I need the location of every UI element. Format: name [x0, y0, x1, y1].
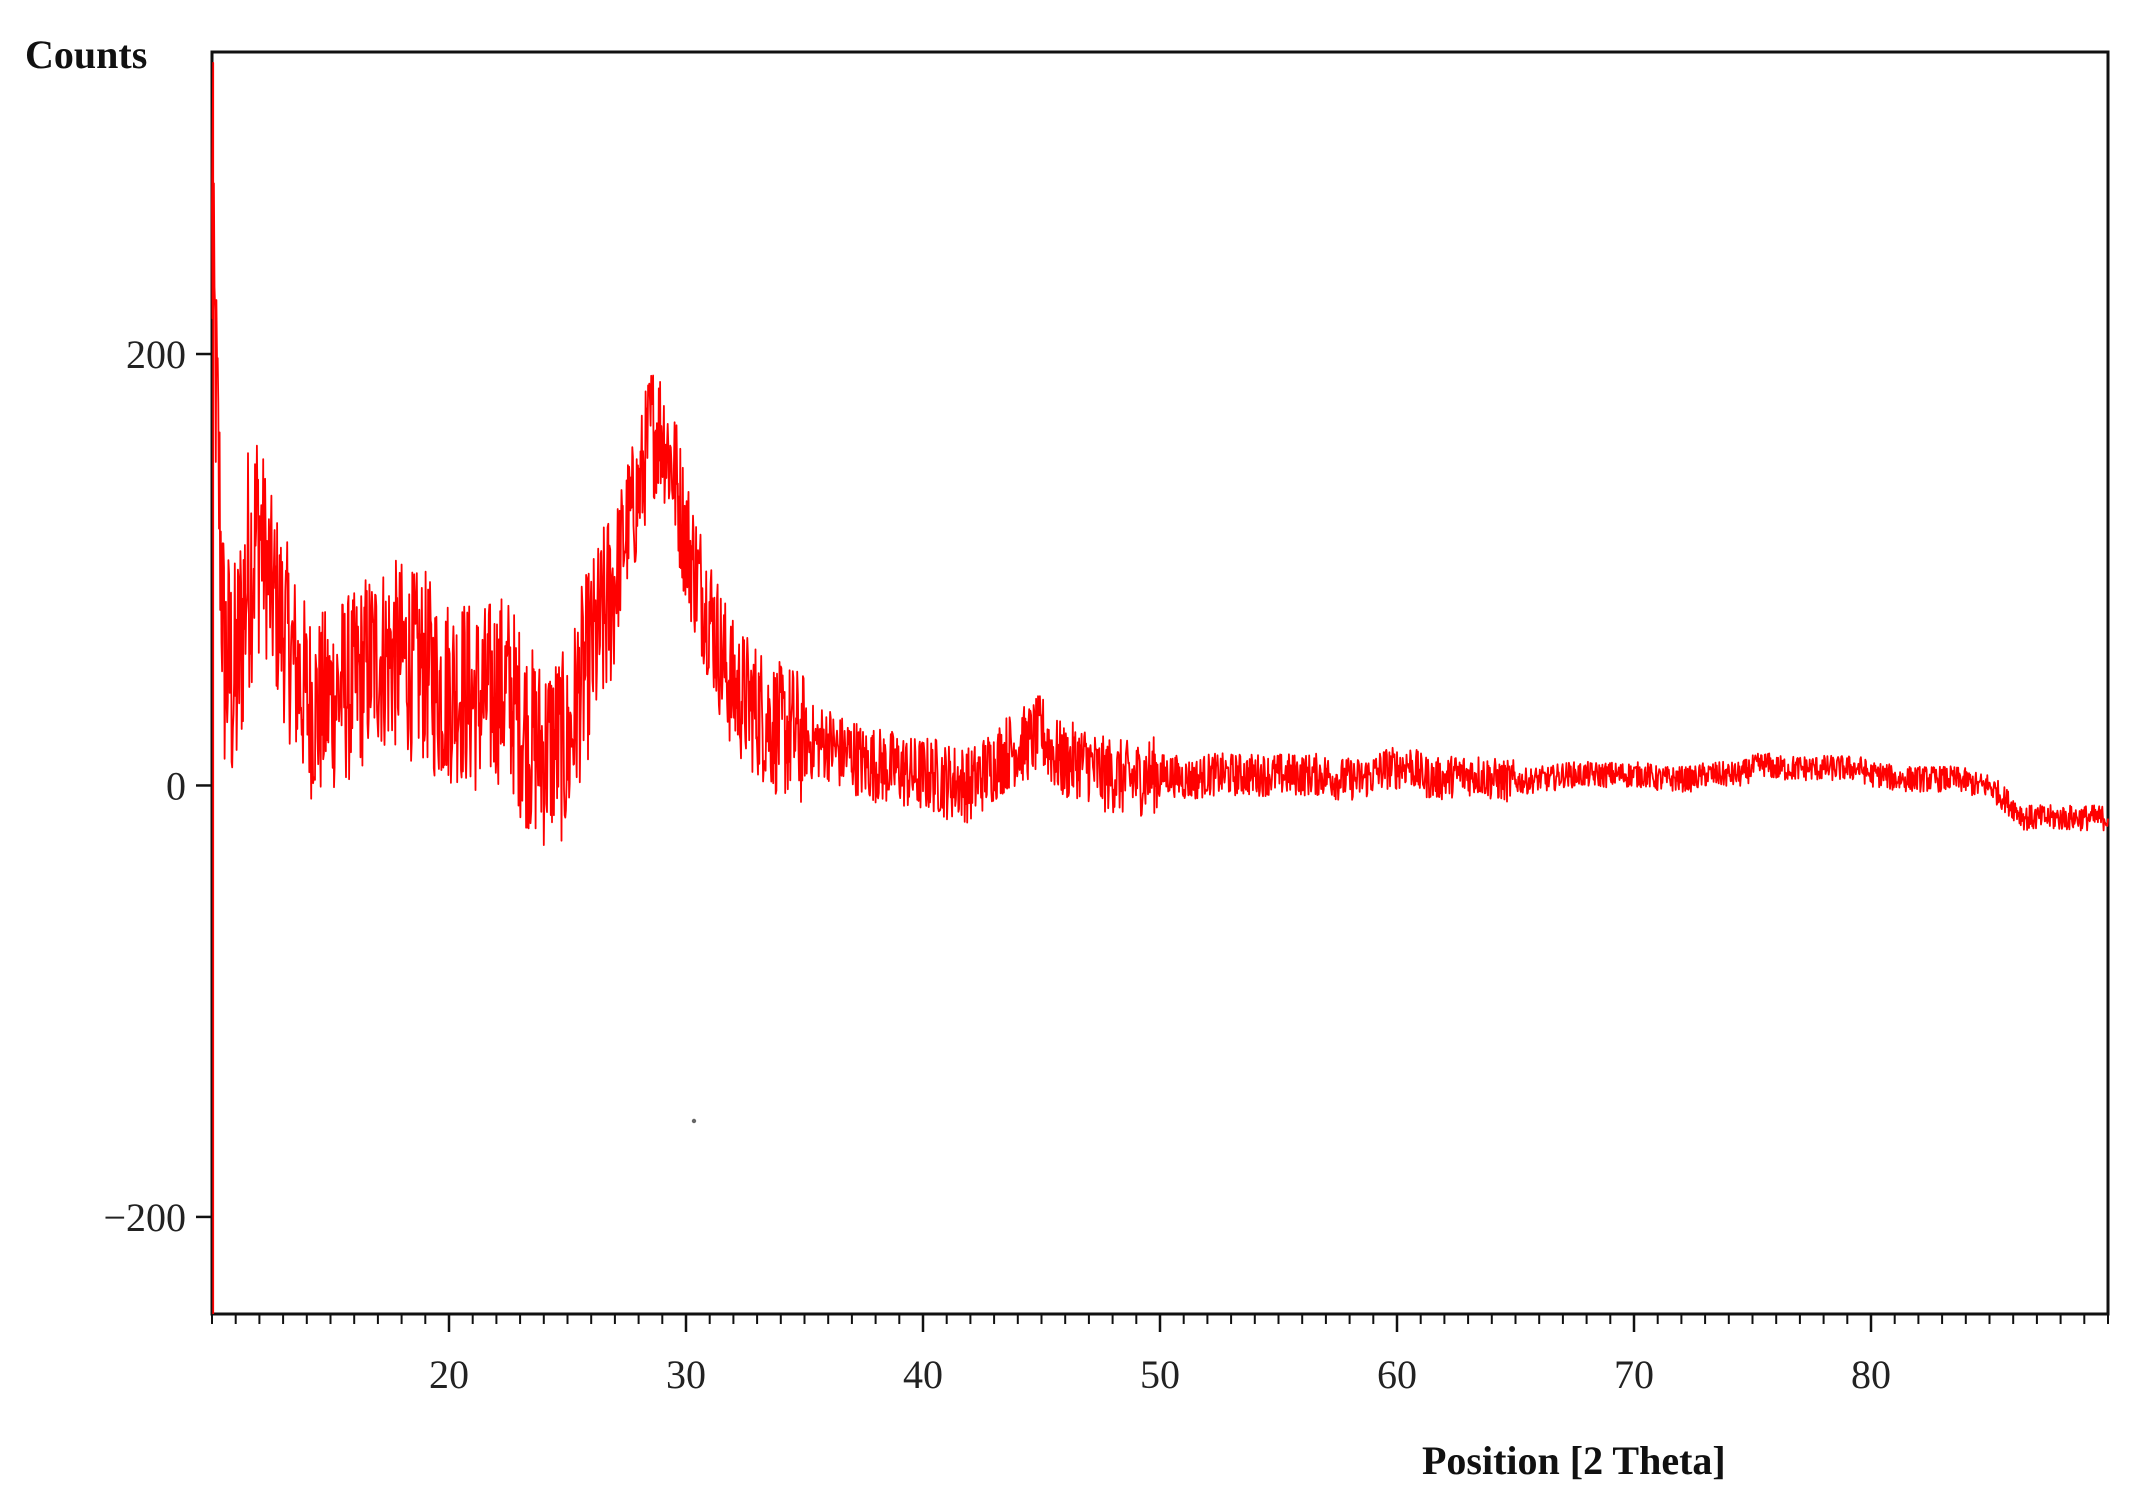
- series-line-counts: [211, 61, 2109, 1314]
- x-tick-label: 30: [666, 1352, 706, 1397]
- x-tick-label: 80: [1851, 1352, 1891, 1397]
- x-tick-label: 70: [1614, 1352, 1654, 1397]
- y-tick-label: −200: [103, 1195, 186, 1240]
- x-tick-label: 20: [429, 1352, 469, 1397]
- x-tick-label: 60: [1377, 1352, 1417, 1397]
- y-axis-title: Counts: [25, 32, 147, 77]
- y-tick-label: 0: [166, 763, 186, 808]
- x-tick-label: 40: [903, 1352, 943, 1397]
- x-axis: 20 30 40 50 60 70 80: [211, 1314, 2109, 1397]
- x-tick-label: 50: [1140, 1352, 1180, 1397]
- stray-dot: [691, 1118, 697, 1124]
- x-axis-title: Position [2 Theta]: [1422, 1438, 1726, 1483]
- y-tick-label: 200: [126, 332, 186, 377]
- y-axis: −200 0 200: [103, 332, 212, 1240]
